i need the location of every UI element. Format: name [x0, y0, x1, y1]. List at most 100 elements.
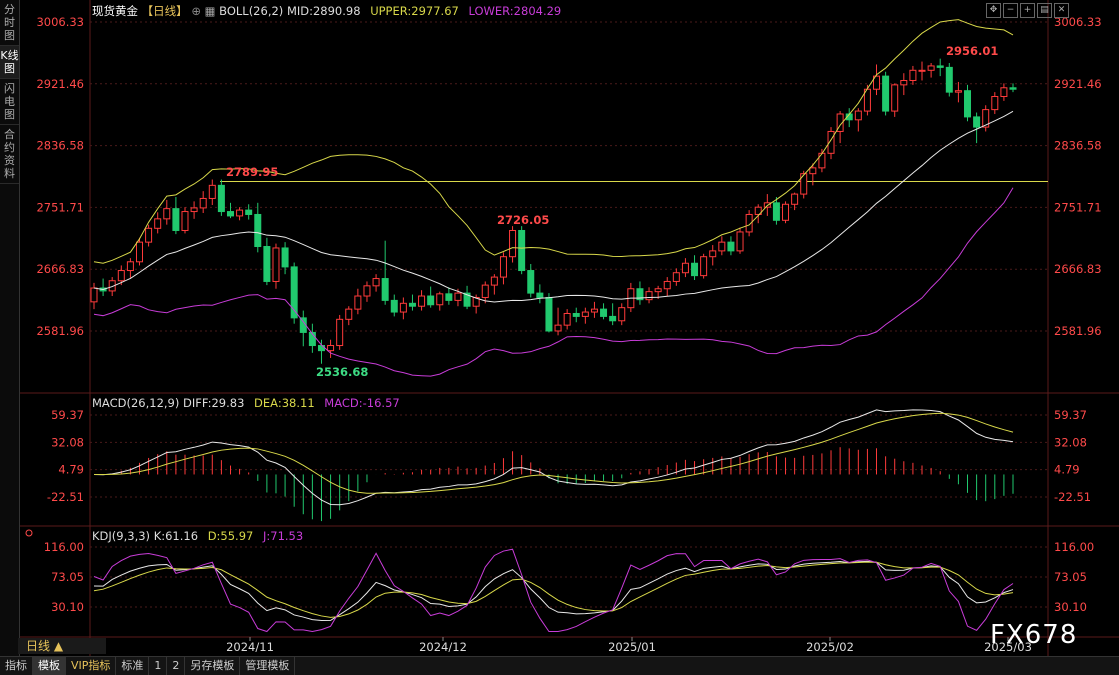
candle-body [900, 79, 908, 86]
price-tick-right: 2921.46 [1054, 77, 1102, 91]
price-annotation-high3: 2956.01 [946, 44, 998, 58]
layout-icon[interactable]: ▤ [1037, 3, 1052, 18]
candle-body [163, 208, 171, 220]
candle-body [954, 90, 962, 93]
kdj-tick-right: 30.10 [1054, 600, 1087, 614]
candle-body [945, 66, 953, 93]
boll-upper-line [93, 19, 1014, 264]
macd-tick-right: 59.37 [1054, 408, 1087, 422]
period-label[interactable]: 【日线】 [141, 4, 188, 18]
date-tick: 2024/11 [226, 640, 274, 654]
macd-tick-left: 59.37 [51, 408, 84, 422]
zoom-in-icon[interactable]: + [1020, 3, 1035, 18]
bottom-toolbar: 指标 模板 VIP指标 标准 1 2 另存模板 管理模板 [0, 656, 1119, 675]
chart-header: 现货黄金 【日线】 ⊕ ▦ BOLL(26,2) MID:2890.98 UPP… [92, 3, 561, 19]
candle-body [117, 270, 125, 282]
candle-body [427, 295, 435, 306]
kdj-j-line [93, 548, 1014, 633]
candle-body [1009, 87, 1017, 90]
candle-body [418, 295, 426, 307]
candle-body [372, 278, 380, 287]
candle-body [581, 311, 589, 317]
tab-manage-template[interactable]: 管理模板 [240, 657, 296, 675]
price-annotation-high2: 2726.05 [497, 213, 549, 227]
candle-body [681, 262, 689, 274]
candle-body [600, 308, 608, 317]
crosshair-icon[interactable]: ✥ [986, 3, 1001, 18]
candle-body [527, 270, 535, 294]
candle-body [772, 202, 780, 221]
candle-body [572, 312, 580, 317]
kdj-tick-right: 116.00 [1054, 540, 1094, 554]
add-icon[interactable]: ⊕ [191, 4, 201, 18]
tab-kline[interactable]: K线图 [0, 46, 19, 79]
candle-body [827, 130, 835, 154]
candle-body [408, 302, 416, 307]
macd-tick-right: 32.08 [1054, 435, 1087, 449]
close-icon[interactable]: ✕ [1054, 3, 1069, 18]
price-annotation-high1: 2789.95 [226, 165, 278, 179]
candle-body [782, 203, 790, 221]
tab-standard[interactable]: 标准 [116, 657, 150, 675]
candle-body [536, 292, 544, 298]
kdj-d: D:55.97 [207, 529, 254, 543]
period-selector[interactable]: 日线 ▲ [18, 638, 106, 654]
candle-body [618, 307, 626, 322]
candle-body [854, 110, 862, 121]
candle-body [809, 167, 817, 175]
candle-body [691, 262, 699, 277]
indicator-icon[interactable]: ▦ [204, 4, 216, 18]
macd-dea-line [93, 412, 1014, 494]
candle-body [645, 291, 653, 301]
price-tick-left: 2921.46 [36, 77, 84, 91]
candle-body [226, 211, 234, 217]
candle-body [718, 241, 726, 252]
candle-body [172, 208, 180, 231]
tab-save-template[interactable]: 另存模板 [185, 657, 241, 675]
kdj-tick-right: 73.05 [1054, 570, 1087, 584]
candle-body [190, 207, 198, 213]
candle-body [982, 109, 990, 128]
candle-body [754, 206, 762, 215]
price-tick-right: 2836.58 [1054, 139, 1102, 153]
boll-lower: LOWER:2804.29 [468, 4, 562, 18]
tab-indicator[interactable]: 指标 [0, 657, 33, 675]
kdj-settings-icon [25, 529, 33, 537]
candle-body [709, 250, 717, 258]
candle-body [745, 213, 753, 233]
instrument-title: 现货黄金 [92, 4, 138, 18]
candle-body [436, 293, 444, 306]
price-tick-right: 3006.33 [1054, 15, 1102, 29]
tab-vip-indicator[interactable]: VIP指标 [66, 657, 117, 675]
candle-body [909, 69, 917, 81]
candle-body [882, 75, 890, 112]
price-tick-left: 3006.33 [36, 15, 84, 29]
zoom-out-icon[interactable]: − [1003, 3, 1018, 18]
boll-mid: MID:2890.98 [286, 4, 361, 18]
macd-diff: DIFF:29.83 [183, 396, 245, 410]
candle-body [454, 292, 462, 301]
candle-body [381, 278, 389, 301]
candle-body [518, 229, 526, 272]
boll-upper: UPPER:2977.67 [370, 4, 459, 18]
tab-flash[interactable]: 闪电图 [0, 79, 19, 125]
date-tick: 2024/12 [419, 640, 467, 654]
candle-body [791, 193, 799, 205]
tab-timeshare[interactable]: 分时图 [0, 0, 19, 46]
tab-1[interactable]: 1 [149, 657, 168, 675]
candle-body [399, 302, 407, 313]
tab-2[interactable]: 2 [167, 657, 186, 675]
tab-contract-info[interactable]: 合约资料 [0, 125, 19, 184]
candle-body [290, 266, 298, 319]
date-tick: 2025/03 [984, 640, 1032, 654]
kdj-tick-left: 30.10 [51, 600, 84, 614]
macd-tick-left: -22.51 [47, 490, 84, 504]
candle-body [736, 231, 744, 252]
candle-body [490, 276, 498, 286]
candle-body [236, 209, 244, 217]
candle-body [636, 288, 644, 301]
tab-template[interactable]: 模板 [33, 657, 66, 675]
kdj-label: KDJ(9,3,3) [92, 529, 151, 543]
candle-body [254, 213, 262, 248]
left-tab-bar: 分时图 K线图 闪电图 合约资料 [0, 0, 20, 656]
